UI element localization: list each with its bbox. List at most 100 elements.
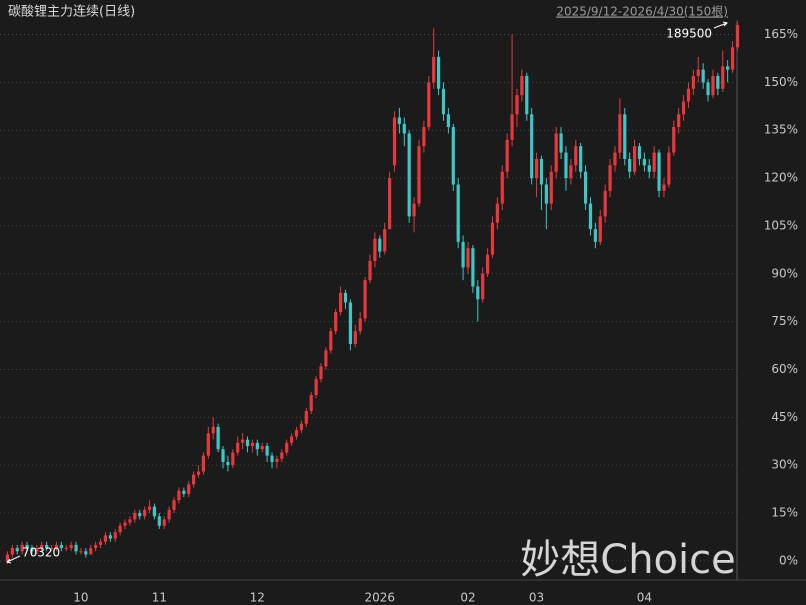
candle-body [711,76,715,96]
candle-body [49,548,54,550]
candle-body [368,261,372,281]
candle-body [608,165,612,191]
candle-body [226,461,230,466]
x-tick-label: 02 [460,591,475,605]
candle-body [667,152,671,185]
y-tick-label: 75% [771,314,798,328]
candle-body [392,117,397,166]
candle-body [211,426,215,434]
y-tick-label: 120% [764,171,798,185]
candle-body [525,76,529,115]
candle-body [730,47,735,70]
candle-body [520,76,524,96]
chart-subtitle: 2025/9/12-2026/4/30(150根) [556,5,728,19]
candle-body [510,114,514,140]
candle-body [681,101,686,115]
candle-body [485,254,490,274]
x-tick-label: 2026 [365,591,396,605]
candle-body [40,544,44,549]
candle-body [201,455,206,472]
candle-body [397,117,401,124]
candle-body [628,158,632,172]
candle-body [412,203,416,217]
candle-body [177,490,181,501]
candle-body [559,133,563,153]
candle-body [206,433,210,456]
candle-body [98,541,103,545]
candle-body [481,273,485,300]
candle-body [721,66,725,89]
annotation-arrow [713,21,728,29]
candle-body [598,216,602,242]
candle-body [603,190,607,217]
candle-body [285,442,289,453]
candle-body [334,312,338,332]
max-annotation: 189500 [666,27,712,41]
candle-body [618,114,622,153]
candle-body [358,318,362,332]
candle-body [549,171,553,204]
candle-body [280,452,284,459]
candle-body [691,76,695,89]
candle-body [446,114,450,128]
candle-body [461,241,465,268]
candle-body [138,513,142,517]
candle-body [221,449,225,462]
candle-body [74,544,78,552]
candle-body [402,123,406,134]
candle-body [677,114,681,128]
candle-body [530,114,534,179]
candle-body [579,146,583,172]
y-tick-label: 105% [764,218,798,232]
candle-body [329,331,333,351]
annotation-arrow [6,555,21,564]
candle-body [637,146,642,159]
candle-body [432,56,436,83]
candle-body [623,114,627,159]
candle-body [735,24,740,48]
candle-body [324,350,328,367]
candle-body [103,535,108,542]
candle-body [64,548,68,550]
candle-body [716,76,720,89]
candle-body [45,544,49,549]
candle-body [451,127,455,185]
y-tick-label: 60% [771,362,798,376]
chart-title: 碳酸锂主力连续(日线) [8,4,135,20]
candle-body [265,446,269,456]
candle-body [583,171,588,204]
candle-body [422,127,426,147]
candle-body [593,229,597,242]
candle-body [436,56,441,89]
candle-body [544,184,548,204]
candle-body [15,548,19,552]
candle-body [554,133,558,172]
candle-body [476,286,480,300]
candle-body [652,152,656,172]
x-tick-label: 10 [73,591,88,605]
candle-body [250,442,255,447]
candle-body [407,133,411,217]
candle-body [647,165,651,172]
candle-body [701,69,705,83]
candle-body [147,506,152,510]
candle-body [157,516,161,526]
candle-body [471,248,475,287]
candle-body [25,544,29,549]
candle-body [84,551,88,555]
candle-body [275,458,279,462]
candle-body [466,248,470,268]
candle-body [500,171,504,204]
candle-body [241,439,245,443]
candle-body [574,146,578,166]
candle-body [427,82,431,128]
candle-body [79,551,83,553]
candle-body [182,490,186,494]
candle-body [294,430,299,437]
watermark: 妙想Choice [520,537,735,583]
candle-body [657,152,661,191]
candle-body [196,471,201,475]
candle-body [54,544,59,549]
candle-body [569,165,573,179]
candle-body [162,519,166,526]
